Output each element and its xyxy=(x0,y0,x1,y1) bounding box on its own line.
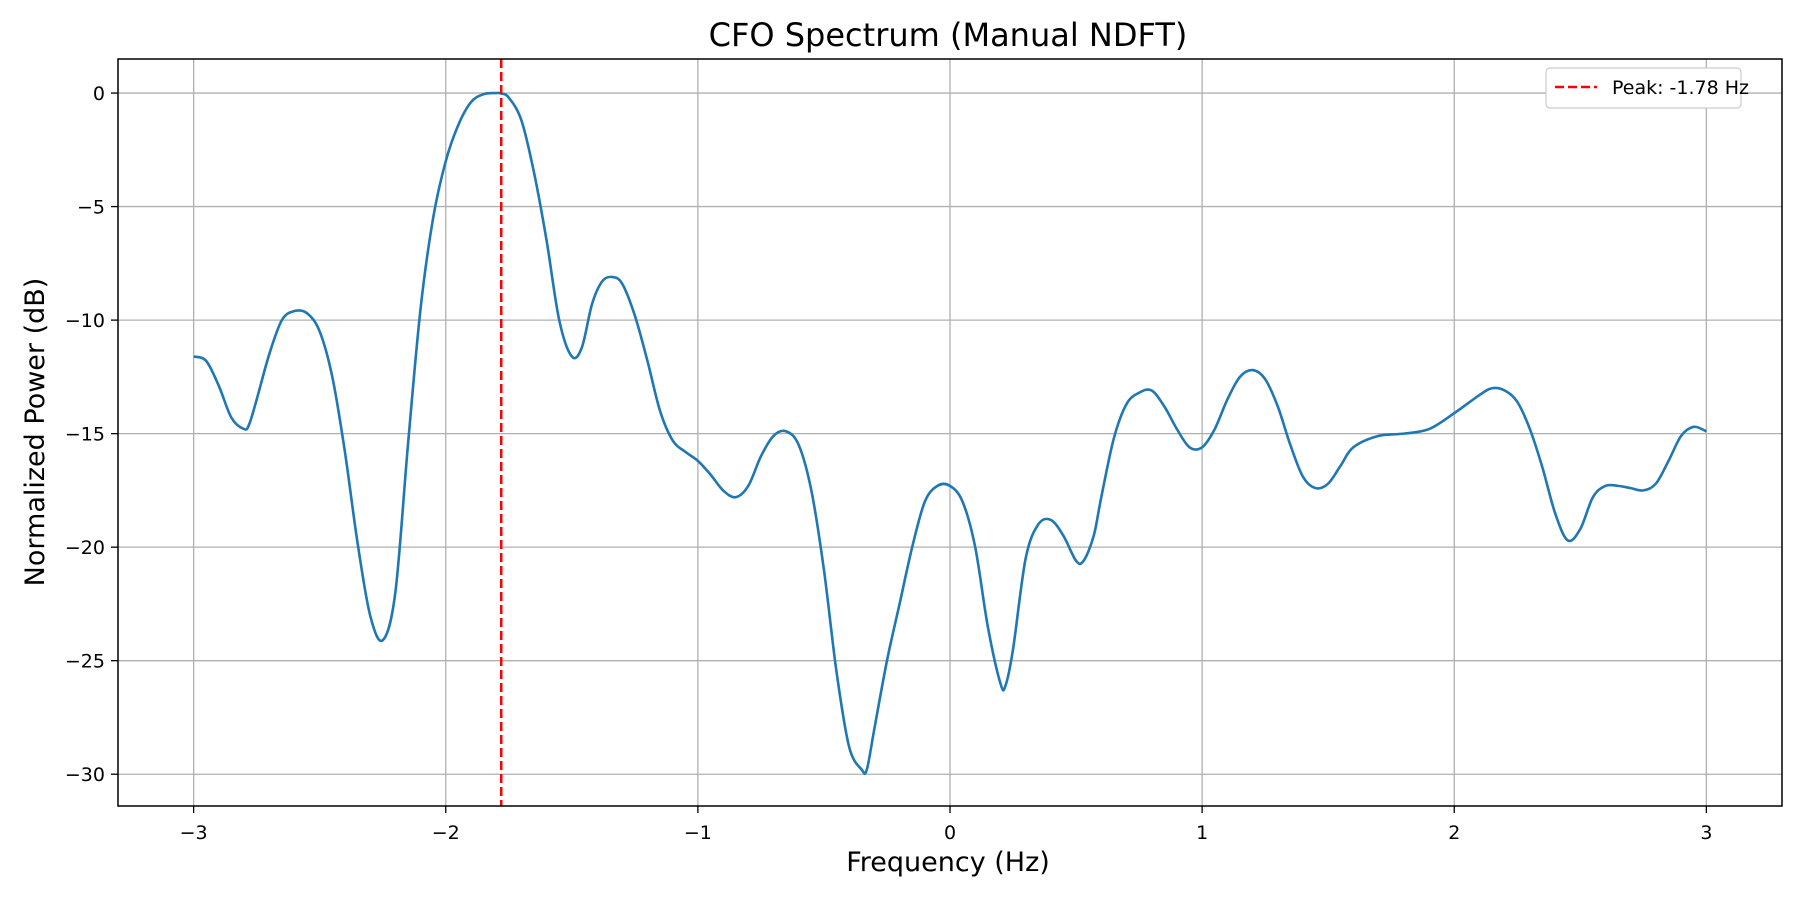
legend-peak-label: Peak: -1.78 Hz xyxy=(1612,77,1749,99)
grid-lines xyxy=(118,59,1782,806)
plot-frame xyxy=(117,58,1783,807)
y-tick-label: −20 xyxy=(65,537,105,559)
legend-box xyxy=(1545,67,1742,109)
chart-title: CFO Spectrum (Manual NDFT) xyxy=(709,16,1188,54)
y-tick-label: −25 xyxy=(65,651,105,673)
y-tick-label: 0 xyxy=(93,83,105,105)
x-tick-label: 2 xyxy=(1448,822,1460,844)
y-tick-label: −5 xyxy=(77,197,105,219)
x-tick-label: 1 xyxy=(1196,822,1208,844)
x-tick-label: −2 xyxy=(432,822,460,844)
y-tick-label: −30 xyxy=(65,764,105,786)
axis-ticks: −3 −2 −1 0 1 2 30−5−10−15−20−25−30 xyxy=(65,83,1713,844)
x-tick-label: −3 xyxy=(180,822,208,844)
series-layer xyxy=(193,59,1707,806)
y-tick-label: −15 xyxy=(65,424,105,446)
y-axis-label: Normalized Power (dB) xyxy=(20,278,51,587)
y-tick-label: −10 xyxy=(65,310,105,332)
spectrum-line xyxy=(193,91,1707,775)
x-axis-label: Frequency (Hz) xyxy=(846,847,1050,878)
x-tick-label: −1 xyxy=(684,822,712,844)
legend: Peak: -1.78 Hz xyxy=(1545,67,1749,109)
x-tick-label: 0 xyxy=(944,822,956,844)
x-tick-label: 3 xyxy=(1700,822,1712,844)
